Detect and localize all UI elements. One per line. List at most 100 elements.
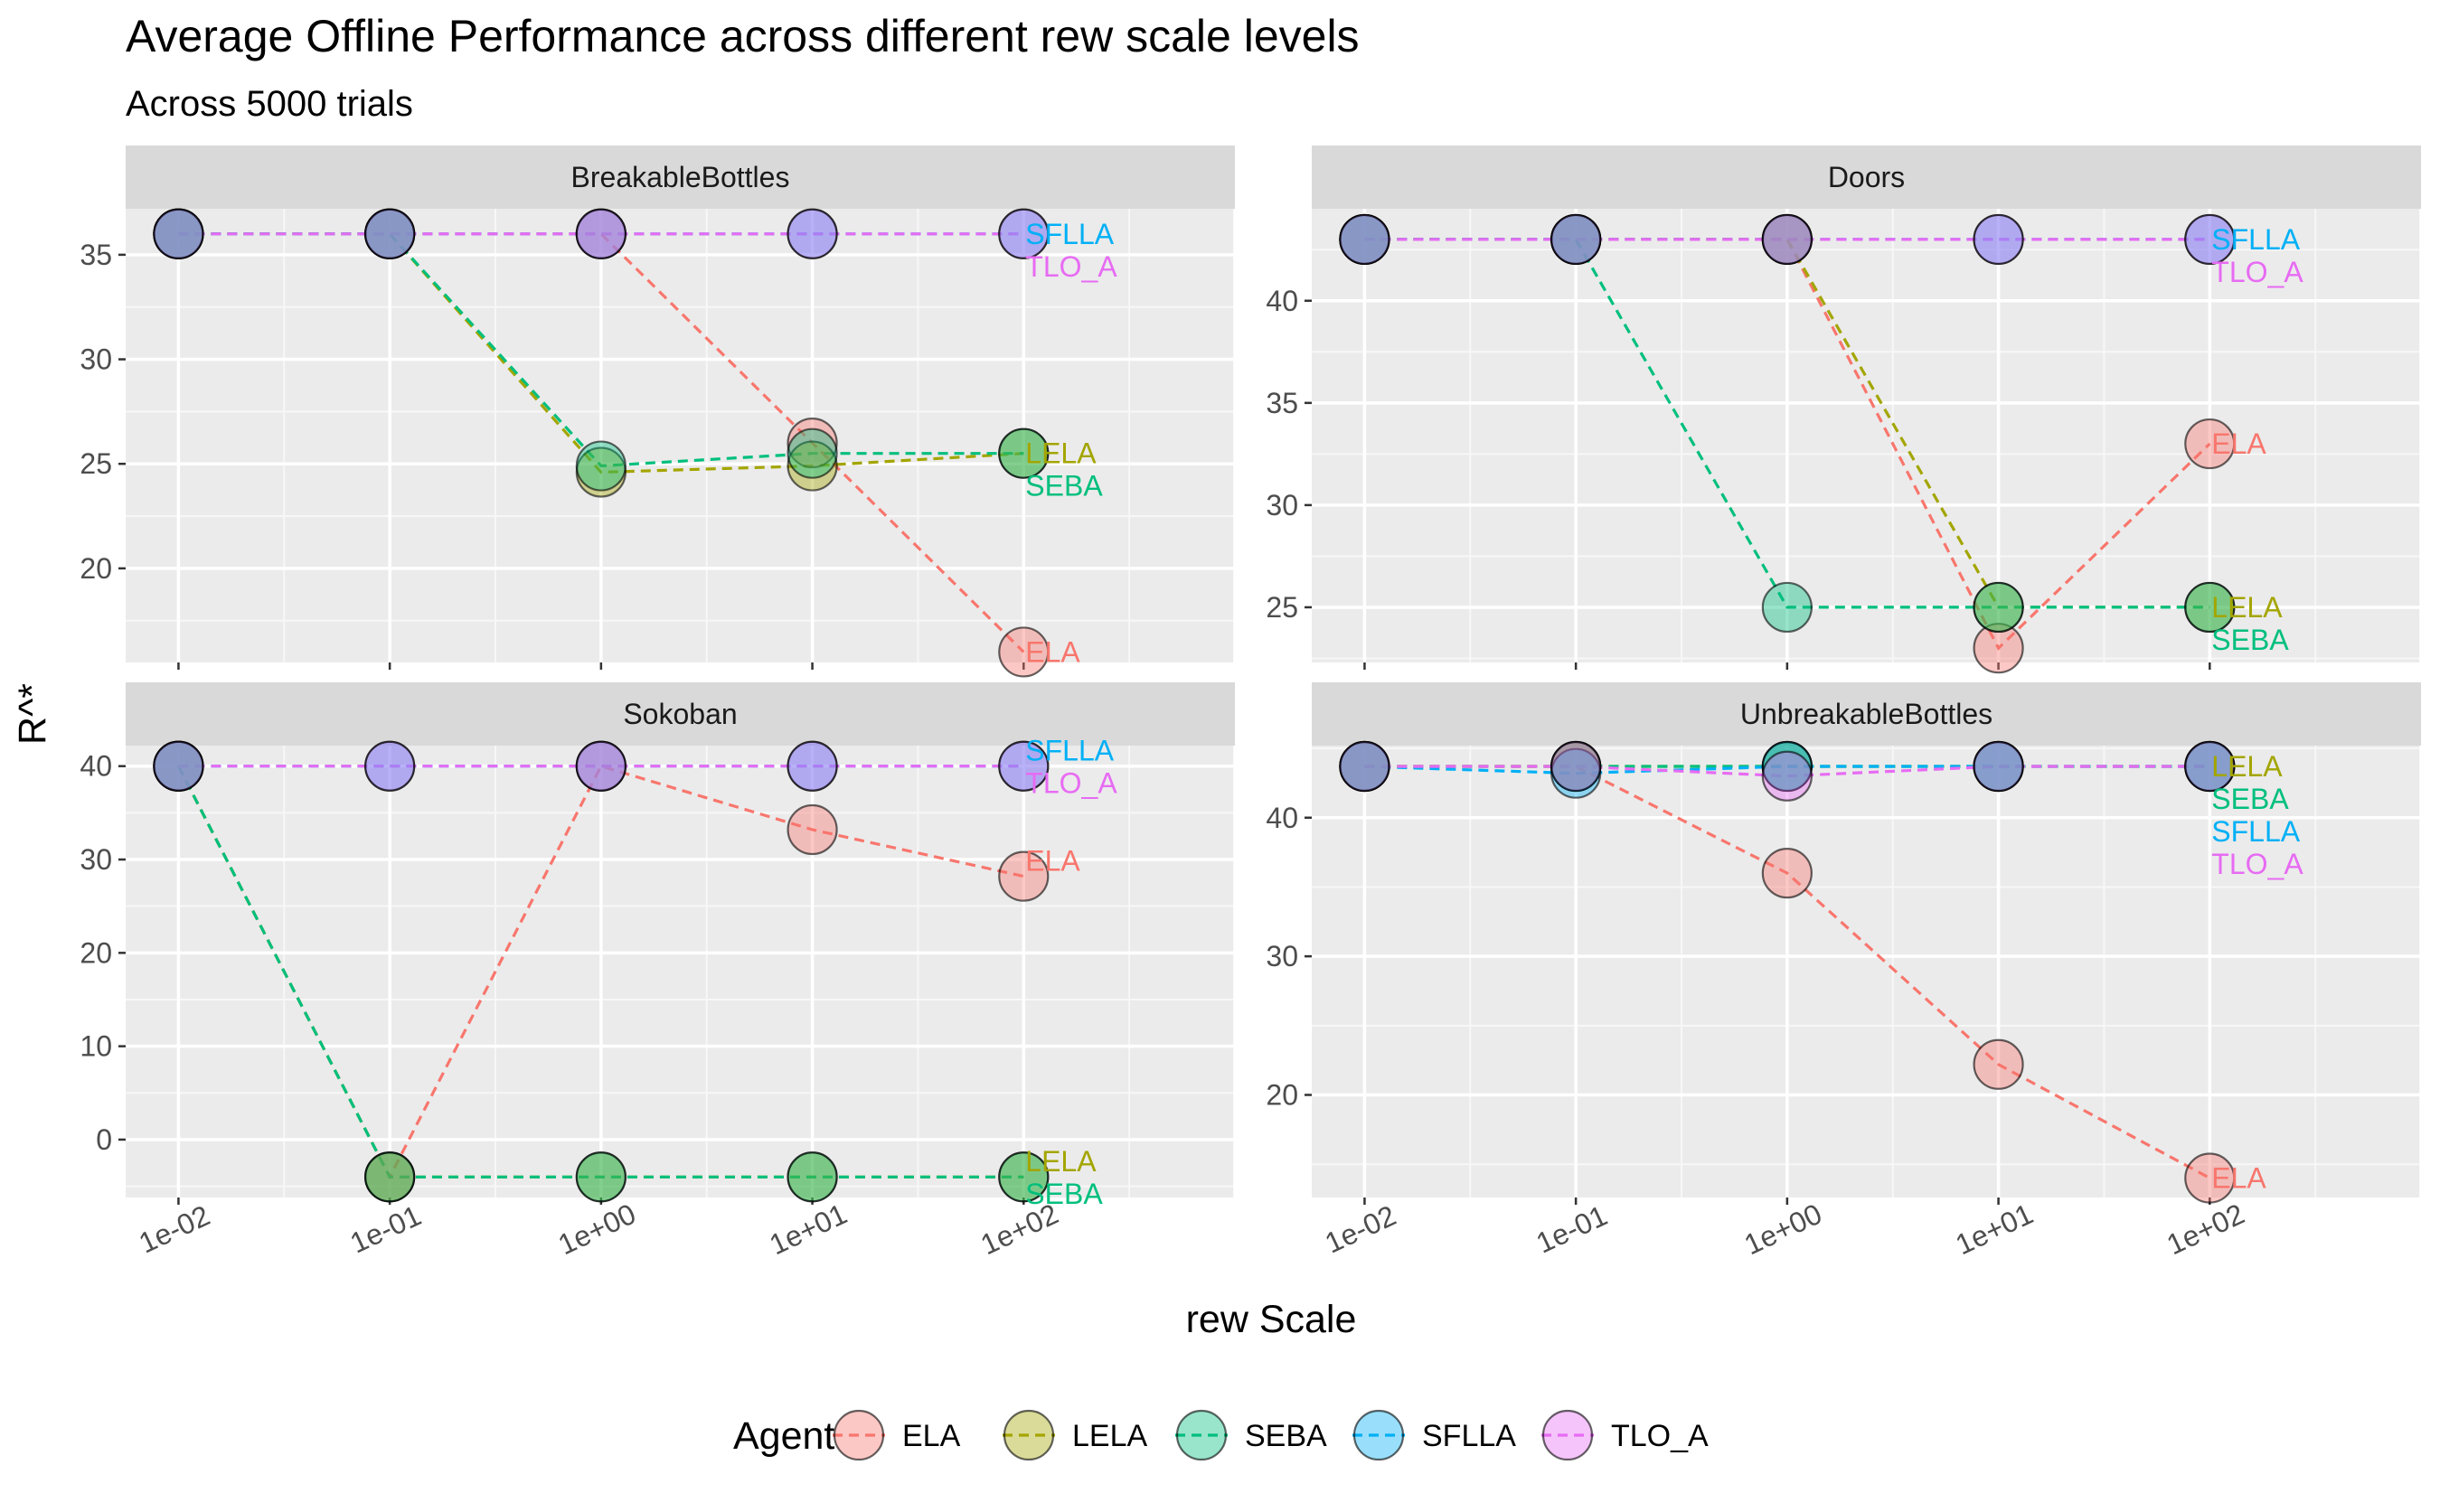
x-tick-label: 1e-02 [134, 1198, 214, 1259]
panel-background [1312, 209, 2421, 662]
legend-point [1352, 1409, 1405, 1461]
legend-point [833, 1409, 885, 1461]
legend-label: ELA [902, 1419, 961, 1453]
legend-point [1541, 1409, 1594, 1461]
data-point-seba [1973, 581, 2024, 634]
data-point-tlo-a [787, 740, 838, 792]
data-point-tlo-a [1973, 740, 2024, 793]
data-point-tlo-a [575, 740, 626, 792]
panel-strip-label: UnbreakableBottles [1740, 698, 1993, 730]
y-tick-label: 35 [80, 239, 112, 271]
data-point-seba [1761, 581, 1813, 634]
series-end-label: ELA [1025, 635, 1080, 668]
data-point-tlo-a [1973, 213, 2024, 266]
series-end-label: SFLLA [2211, 223, 2300, 256]
data-point-seba [2184, 581, 2236, 634]
panel-strip [126, 682, 1235, 746]
series-line-ela [1364, 765, 2211, 1179]
series-end-label: SFLLA [1025, 218, 1114, 250]
data-point-ela [1973, 623, 2024, 674]
series-end-label: ELA [2211, 427, 2266, 460]
series-line-seba [1364, 238, 2210, 609]
x-tick-label: 1e+01 [1951, 1197, 2039, 1262]
series-end-label: SEBA [1025, 1178, 1103, 1210]
series-line-lela [178, 232, 1024, 474]
y-tick-label: 20 [1266, 1079, 1298, 1112]
data-point-tlo-a [1339, 213, 1390, 266]
series-end-label: LELA [2211, 591, 2283, 624]
data-point-lela [787, 440, 838, 492]
data-point-ela [2184, 418, 2236, 470]
data-point-tlo-a [787, 208, 838, 259]
chart-title: Average Offline Performance across diffe… [126, 11, 1360, 61]
data-point-tlo-a [2184, 740, 2236, 793]
series-line-ela [178, 232, 1025, 653]
legend-label: TLO_A [1611, 1419, 1709, 1453]
legend-key-tlo-a: TLO_A [1541, 1409, 1709, 1461]
y-tick-label: 20 [80, 552, 112, 585]
panel-unbreakablebottles: UnbreakableBottles 20 30 40 1e-02 1e-01 1e+00 1… [1266, 682, 2423, 1262]
series-end-label: TLO_A [2211, 848, 2303, 880]
data-point-tlo-a [1550, 213, 1602, 266]
y-tick-label: 40 [80, 750, 112, 783]
series-line-seba [178, 232, 1024, 468]
y-tick-label: 40 [1266, 285, 1298, 317]
legend: Agent ELA LELA SEBA SFLLA TLO_A [733, 1409, 1709, 1461]
data-point-ela [1761, 848, 1813, 899]
x-tick-label: 1e+02 [2162, 1197, 2249, 1262]
series-line-tlo-a [1364, 765, 2210, 778]
series-end-label: TLO_A [2211, 256, 2303, 288]
data-point-tlo-a [575, 208, 626, 259]
data-point-seba [787, 427, 838, 479]
x-tick-label: 1e-02 [1320, 1198, 1400, 1259]
series-end-label: ELA [2211, 1162, 2266, 1195]
x-tick-label: 1e-01 [1531, 1198, 1612, 1259]
series-end-label: SFLLA [2211, 815, 2300, 848]
data-point-ela [787, 803, 838, 856]
legend-key-lela: LELA [1003, 1409, 1147, 1461]
data-point-seba [998, 1151, 1050, 1203]
data-point-ela [787, 417, 838, 469]
panel-background [126, 209, 1235, 662]
legend-label: LELA [1072, 1419, 1147, 1453]
data-point-tlo-a [2184, 213, 2236, 266]
legend-key-sflla: SFLLA [1352, 1409, 1516, 1461]
data-point-ela [1973, 1038, 2024, 1090]
data-point-seba [787, 1151, 838, 1203]
panel-strip [1312, 146, 2421, 209]
y-tick-label: 30 [80, 343, 112, 376]
data-point-ela [2184, 1152, 2236, 1204]
legend-key-ela: ELA [833, 1409, 961, 1461]
y-tick-label: 30 [80, 843, 112, 876]
data-point-tlo-a [1339, 740, 1390, 793]
chart-subtitle: Across 5000 trials [126, 84, 413, 124]
data-point-tlo-a [1761, 213, 1813, 266]
data-point-tlo-a [364, 208, 416, 259]
data-point-seba [575, 440, 626, 492]
series-end-label: ELA [1025, 844, 1080, 877]
data-point-tlo-a [998, 740, 1050, 792]
data-point-ela [998, 626, 1050, 678]
series-end-label: SEBA [2211, 624, 2289, 656]
x-tick-label: 1e+00 [1739, 1197, 1827, 1262]
data-point-tlo-a [153, 208, 204, 259]
series-line-ela [1364, 238, 2211, 651]
series-end-label: SFLLA [1025, 734, 1114, 766]
y-tick-label: 40 [1266, 802, 1298, 834]
legend-label: SEBA [1245, 1419, 1327, 1453]
panel-strip [1312, 682, 2421, 746]
series-end-label: TLO_A [1025, 250, 1117, 283]
panel-strip-label: BreakableBottles [571, 161, 790, 193]
data-point-seba [575, 1151, 626, 1203]
x-tick-label: 1e+01 [765, 1197, 853, 1262]
data-point-tlo-a [153, 740, 204, 792]
y-tick-label: 25 [80, 447, 112, 480]
panel-background [126, 746, 1235, 1197]
series-end-label: TLO_A [1025, 766, 1117, 799]
data-point-ela [998, 850, 1050, 902]
y-tick-label: 30 [1266, 940, 1298, 972]
y-tick-label: 30 [1266, 489, 1298, 521]
